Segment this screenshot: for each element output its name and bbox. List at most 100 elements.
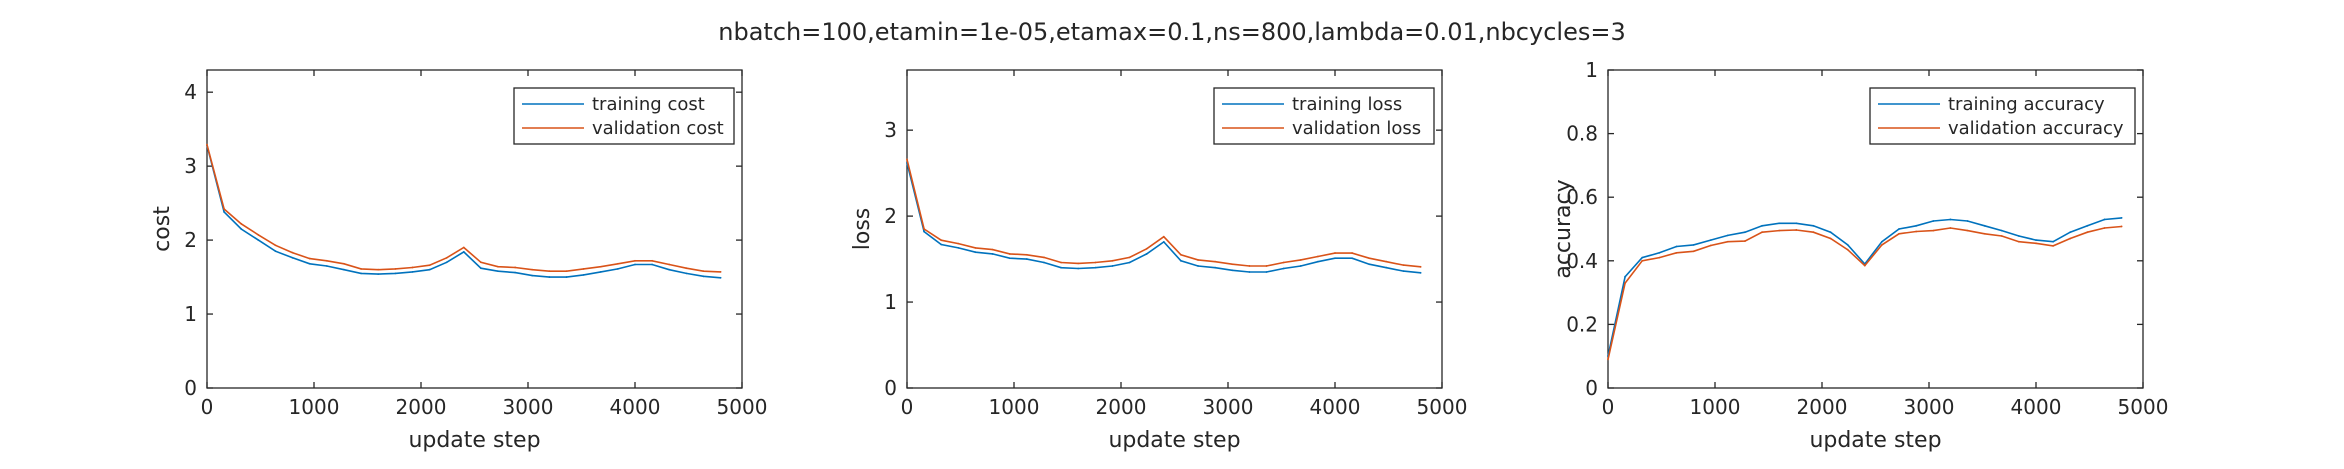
data-point — [2017, 235, 2020, 237]
data-point — [394, 268, 397, 270]
y-tick-label: 0 — [184, 376, 197, 400]
data-point — [1145, 247, 1148, 250]
data-point — [497, 270, 499, 273]
x-tick-label: 0 — [201, 395, 214, 419]
data-point — [2017, 240, 2020, 243]
data-point — [2103, 218, 2106, 221]
data-point — [1812, 231, 1815, 234]
data-point — [1881, 244, 1883, 246]
y-tick-label: 0.8 — [1566, 122, 1598, 146]
data-point — [1761, 231, 1763, 234]
data-point — [582, 273, 585, 276]
data-point — [480, 267, 482, 270]
data-point — [308, 262, 311, 265]
data-point — [1402, 270, 1405, 273]
data-point — [1692, 250, 1695, 253]
data-point — [1060, 261, 1062, 264]
data-point — [1949, 218, 1952, 221]
data-point — [240, 222, 243, 225]
data-point — [923, 230, 926, 233]
data-point — [1231, 269, 1234, 272]
y-tick-label: 0 — [884, 376, 897, 400]
data-point — [1025, 253, 1028, 256]
data-point — [308, 257, 311, 260]
data-point — [480, 261, 482, 264]
data-point — [1846, 248, 1849, 251]
data-point — [1180, 253, 1182, 256]
x-tick-label: 5000 — [717, 395, 768, 419]
x-tick-label: 5000 — [2118, 395, 2169, 419]
y-tick-label: 2 — [184, 228, 197, 252]
y-axis-label: loss — [850, 208, 875, 251]
data-point — [1334, 252, 1336, 254]
data-point — [1709, 239, 1712, 242]
data-point — [1726, 240, 1729, 243]
data-point — [1111, 259, 1114, 262]
data-point — [1385, 266, 1388, 269]
data-point — [2086, 231, 2089, 234]
data-point — [1043, 261, 1045, 264]
data-point — [223, 211, 226, 213]
data-point — [1915, 230, 1918, 233]
data-point — [1385, 260, 1388, 263]
data-point — [548, 276, 551, 278]
data-point — [957, 247, 960, 249]
x-tick-label: 3000 — [1904, 395, 1955, 419]
data-point — [1094, 266, 1097, 269]
legend: training loss validation loss — [1213, 87, 1435, 145]
x-axis-label: update step — [1809, 428, 1941, 453]
legend-label: training loss — [1292, 94, 1402, 115]
data-point — [360, 272, 362, 275]
data-point — [1248, 265, 1251, 267]
x-tick-label: 0 — [901, 395, 914, 419]
data-point — [1641, 256, 1644, 259]
data-point — [616, 268, 619, 270]
data-point — [1128, 256, 1131, 259]
data-point — [1231, 263, 1234, 266]
x-tick-label: 3000 — [1203, 395, 1254, 419]
chart-3: 0 1000 2000 3000 4000 5000 0 0.2 0.4 0.6 0.8 1 updat… — [1551, 58, 2168, 453]
data-point — [2035, 242, 2037, 245]
legend-label: validation cost — [592, 118, 724, 139]
data-point — [599, 270, 602, 273]
x-tick-label: 5000 — [1417, 395, 1468, 419]
x-tick-label: 1000 — [289, 395, 340, 419]
data-point — [957, 242, 960, 245]
data-point — [1607, 358, 1609, 361]
data-point — [291, 256, 294, 259]
data-point — [1180, 259, 1182, 262]
data-point — [991, 248, 994, 251]
data-point — [1624, 282, 1627, 284]
y-tick-label: 1 — [1585, 58, 1598, 82]
data-point — [2052, 244, 2055, 247]
series-line-training — [206, 145, 721, 279]
data-point — [1846, 244, 1849, 246]
data-point — [343, 268, 345, 271]
data-point — [940, 239, 943, 242]
data-point — [991, 253, 994, 255]
data-point — [565, 276, 568, 278]
data-point — [634, 263, 636, 266]
data-point — [1145, 253, 1148, 255]
y-tick-label: 0.2 — [1566, 312, 1598, 336]
data-point — [1299, 259, 1302, 261]
data-point — [1351, 252, 1354, 254]
data-point — [616, 262, 619, 265]
data-point — [462, 251, 465, 253]
data-point — [1744, 240, 1746, 242]
data-point — [1932, 220, 1935, 222]
data-point — [685, 272, 688, 275]
data-point — [2000, 235, 2003, 237]
y-tick-label: 0.6 — [1566, 185, 1598, 209]
data-point — [719, 276, 722, 279]
data-point — [291, 251, 294, 254]
data-point — [1197, 259, 1199, 261]
data-point — [1282, 267, 1285, 270]
y-tick-label: 0.4 — [1566, 249, 1598, 273]
data-point — [1162, 235, 1165, 238]
data-point — [445, 256, 448, 259]
data-point — [1111, 265, 1114, 267]
y-tick-label: 1 — [884, 290, 897, 314]
data-point — [1829, 231, 1832, 234]
